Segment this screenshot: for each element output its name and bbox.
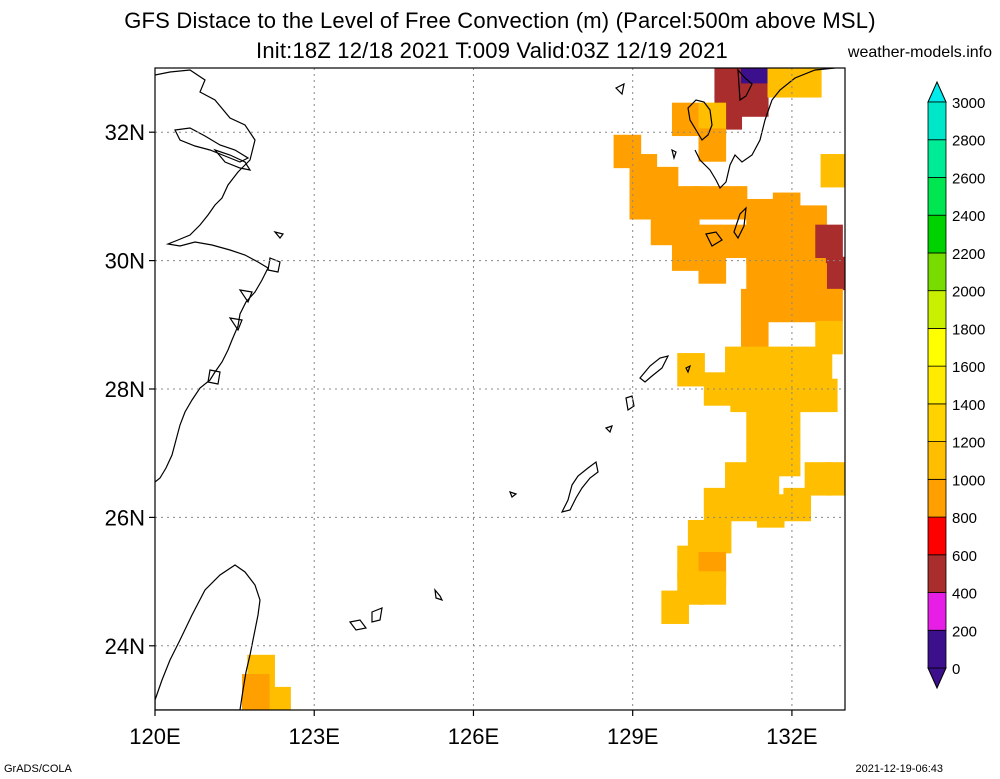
colorbar-label: 2000 xyxy=(952,284,985,301)
field-cell-0 xyxy=(714,68,743,98)
colorbar-label: 400 xyxy=(952,586,977,603)
lon-axis: 120E 123E 126E 129E 132E xyxy=(129,710,818,749)
colorbar-label: 2600 xyxy=(952,170,985,187)
colorbar-swatch-2600 xyxy=(927,139,947,178)
field-cell-6 xyxy=(767,68,796,98)
field-cell-69 xyxy=(661,590,689,624)
field-cell-29 xyxy=(825,256,845,291)
lon-tick-label: 120E xyxy=(129,724,180,749)
field-cell-35 xyxy=(740,288,769,323)
field-cell-8 xyxy=(698,128,727,162)
colorbar-label: 1600 xyxy=(952,359,985,376)
graticule xyxy=(155,68,845,710)
field-cell-32 xyxy=(746,256,774,291)
colorbar-label: 1000 xyxy=(952,472,985,489)
field-cell-64 xyxy=(703,519,732,554)
lat-tick-label: 30N xyxy=(105,249,145,274)
field-cell-59 xyxy=(703,487,732,522)
field-cell-50 xyxy=(809,378,838,413)
colorbar-label: 600 xyxy=(952,548,977,565)
colorbar-label: 1800 xyxy=(952,321,985,338)
field-cell-48 xyxy=(756,378,785,413)
colorbar-label: 1400 xyxy=(952,397,985,414)
field-cell-18 xyxy=(772,192,801,226)
colorbar-label: 3000 xyxy=(952,95,985,112)
field-cells xyxy=(242,68,845,710)
colorbar-label: 2400 xyxy=(952,208,985,225)
lat-tick-label: 24N xyxy=(105,634,145,659)
colorbar-under-arrow xyxy=(927,667,947,690)
field-cell-61 xyxy=(756,494,785,528)
colorbar-label: 2200 xyxy=(952,246,985,263)
colorbar-swatch-800 xyxy=(927,478,947,518)
colorbar-swatch-400 xyxy=(927,554,947,593)
colorbar-swatch-200 xyxy=(927,592,947,631)
colorbar-swatch-1800 xyxy=(927,290,947,329)
colorbar-over-arrow xyxy=(927,80,947,103)
lon-tick-label: 123E xyxy=(289,724,340,749)
lon-tick-label: 132E xyxy=(766,724,817,749)
colorbar-swatch-2800 xyxy=(927,101,947,141)
colorbar-swatch-2400 xyxy=(927,177,947,216)
field-cell-2 xyxy=(740,83,769,117)
field-cell-45 xyxy=(677,353,705,387)
field-cell-28 xyxy=(815,224,843,259)
colorbar-swatch-2200 xyxy=(927,214,947,254)
field-cell-62 xyxy=(783,487,812,522)
colorbar-swatch-1400 xyxy=(927,365,947,405)
chart-subtitle: Init:18Z 12/18 2021 T:009 Valid:03Z 12/1… xyxy=(256,38,728,63)
field-cell-49 xyxy=(783,378,812,413)
field-cell-44 xyxy=(804,346,833,381)
colorbar: 0 200 400 600 800 1000 1200 1400 1600 1800 2000 220… xyxy=(927,80,985,690)
colorbar-swatch-2000 xyxy=(927,252,947,292)
field-cell-33 xyxy=(772,256,801,291)
colorbar-swatch-1000 xyxy=(927,441,947,480)
lon-tick-label: 129E xyxy=(607,724,658,749)
colorbar-label: 2800 xyxy=(952,133,985,150)
field-cell-52 xyxy=(772,410,801,445)
field-cell-17 xyxy=(746,198,774,233)
field-cell-26 xyxy=(772,224,801,259)
lat-tick-label: 32N xyxy=(105,120,145,145)
field-cell-4 xyxy=(671,102,700,137)
site-credit: weather-models.info xyxy=(847,44,992,61)
field-cell-72 xyxy=(263,686,291,710)
field-cell-30 xyxy=(671,237,700,271)
field-cell-31 xyxy=(698,250,727,284)
colorbar-swatch-1200 xyxy=(927,403,947,443)
colorbar-swatch-1600 xyxy=(927,327,947,367)
field-cell-73 xyxy=(242,686,270,710)
field-cell-47 xyxy=(730,378,758,413)
colorbar-swatch-0 xyxy=(927,629,947,669)
lat-axis: 24N 26N 28N 30N 32N xyxy=(105,120,155,659)
field-cell-58 xyxy=(825,462,845,496)
field-cell-20 xyxy=(820,154,845,188)
field-cell-36 xyxy=(767,288,796,323)
field-cell-38 xyxy=(815,288,843,323)
field-cell-68 xyxy=(698,571,727,605)
colorbar-label: 0 xyxy=(952,661,960,678)
render-timestamp: 2021-12-19-06:43 xyxy=(855,763,943,775)
colorbar-label: 800 xyxy=(952,510,977,527)
field-cell-60 xyxy=(730,487,758,522)
field-cell-16 xyxy=(719,186,748,220)
colorbar-label: 1200 xyxy=(952,435,985,452)
field-cell-42 xyxy=(751,346,780,381)
grads-credit: GrADS/COLA xyxy=(4,763,72,775)
lon-tick-label: 126E xyxy=(448,724,499,749)
lat-tick-label: 26N xyxy=(105,505,145,530)
coastlines xyxy=(155,68,836,710)
lat-tick-label: 28N xyxy=(105,377,145,402)
colorbar-swatch-600 xyxy=(927,516,947,556)
colorbar-label: 200 xyxy=(952,623,977,640)
chart-title: GFS Distace to the Level of Free Convect… xyxy=(124,8,876,33)
field-cell-51 xyxy=(746,410,774,445)
